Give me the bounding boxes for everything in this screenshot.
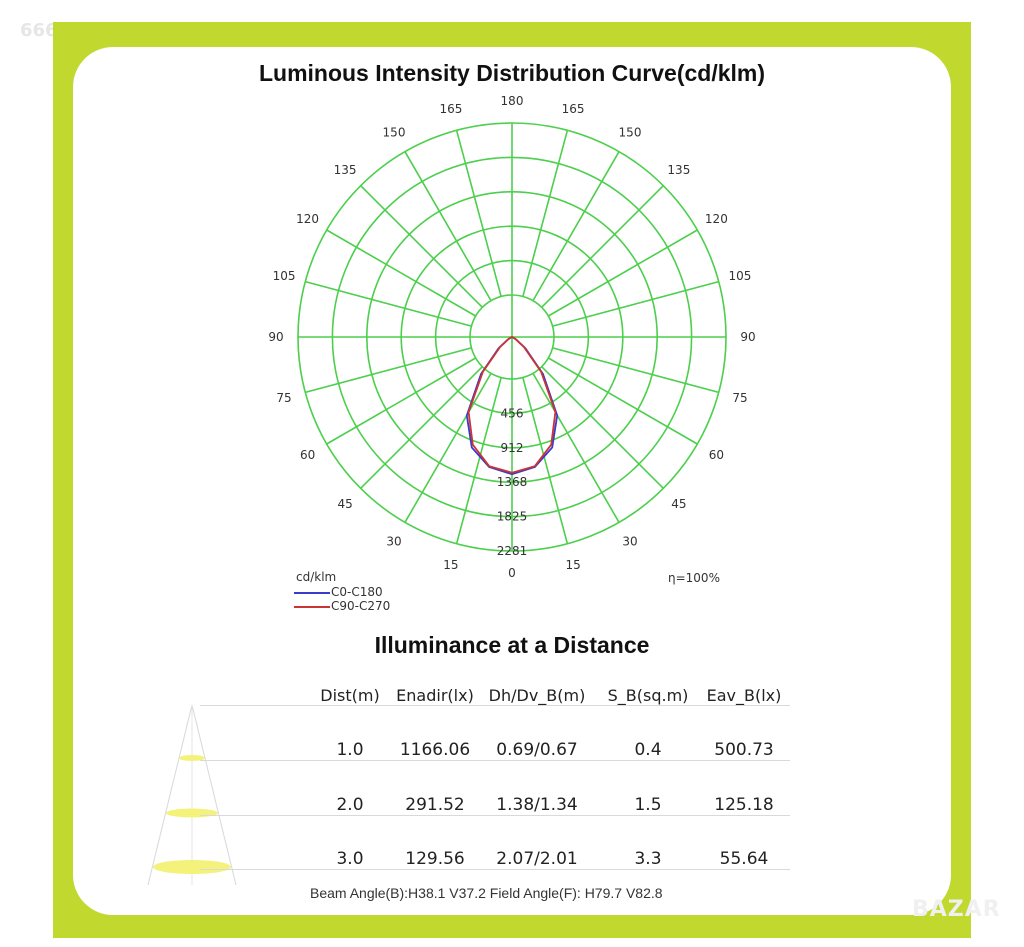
efficiency-label: η=100% — [668, 571, 720, 585]
table-cell: 0.4 — [634, 740, 662, 760]
angle-label: 15 — [565, 558, 580, 572]
beam-spot-1m — [179, 755, 205, 761]
legend-label-c0-c180: C0-C180 — [331, 585, 383, 599]
polar-grid — [297, 122, 727, 552]
grid-spoke — [547, 229, 698, 317]
grid-spoke — [360, 366, 483, 489]
angle-label: 120 — [705, 212, 728, 226]
table-cell: 3.0 — [336, 849, 364, 869]
angle-label: 150 — [383, 126, 406, 140]
beam-cone-illustration — [147, 704, 237, 886]
angle-label: 75 — [732, 391, 747, 405]
angle-label: 150 — [619, 126, 642, 140]
grid-spoke — [404, 372, 492, 523]
legend-swatch-c90-c270 — [294, 606, 330, 608]
grid-spoke — [455, 130, 502, 297]
angle-label: 105 — [729, 269, 752, 283]
watermark-logo: BAZAR — [912, 897, 1001, 922]
table-cell: 3.3 — [634, 849, 662, 869]
legend-unit: cd/klm — [296, 570, 337, 584]
grid-spoke — [305, 280, 472, 327]
grid-spoke — [455, 377, 502, 544]
grid-spoke — [404, 151, 492, 302]
chart-title: Luminous Intensity Distribution Curve(cd… — [258, 60, 766, 86]
legend-swatch-c0-c180 — [294, 592, 330, 594]
series-curve-c90-c270 — [467, 336, 557, 474]
table-title: Illuminance at a Distance — [374, 632, 650, 658]
grid-spoke — [541, 366, 664, 489]
table-cell: 291.52 — [405, 795, 465, 815]
angle-label: 105 — [273, 269, 296, 283]
grid-spoke — [541, 185, 664, 308]
row-divider — [200, 815, 790, 816]
angle-label: 180 — [501, 94, 524, 108]
row-divider — [200, 869, 790, 870]
table-cell: 55.64 — [719, 849, 769, 869]
angle-label: 60 — [709, 448, 724, 462]
table-cell: 125.18 — [714, 795, 774, 815]
radial-tick-label: 2281 — [497, 544, 528, 558]
grid-spoke — [532, 372, 620, 523]
row-divider — [200, 760, 790, 761]
beam-spot-3m — [153, 860, 231, 874]
grid-spoke — [522, 377, 569, 544]
radial-tick-label: 1825 — [497, 510, 528, 524]
beam-angle-footer: Beam Angle(B):H38.1 V37.2 Field Angle(F)… — [310, 885, 663, 901]
table-cell: 500.73 — [714, 740, 774, 760]
grid-spoke — [522, 130, 569, 297]
grid-spoke — [532, 151, 620, 302]
grid-spoke — [326, 357, 477, 445]
column-header-enadir: Enadir(lx) — [396, 686, 474, 705]
cone-edge-right — [191, 704, 237, 886]
angle-label: 45 — [337, 497, 352, 511]
angle-label: 30 — [386, 534, 401, 548]
column-header-s-b: S_B(sq.m) — [607, 686, 689, 705]
angle-label: 135 — [667, 163, 690, 177]
legend-label-c90-c270: C90-C270 — [331, 599, 391, 613]
grid-spoke — [552, 347, 719, 394]
table-cell: 1.5 — [634, 795, 662, 815]
grid-spoke — [305, 347, 472, 394]
header-divider — [200, 705, 790, 706]
table-cell: 1166.06 — [399, 740, 471, 760]
radial-labels: 456 912 1368 1825 2281 — [497, 406, 528, 558]
cone-edge-left — [147, 704, 193, 886]
angle-label: 90 — [740, 330, 755, 344]
table-cell: 2.0 — [336, 795, 364, 815]
table-cell: 1.38/1.34 — [496, 795, 578, 815]
radial-tick-label: 1368 — [497, 475, 528, 489]
beam-spot-2m — [166, 808, 218, 818]
angle-label: 15 — [443, 558, 458, 572]
angle-label: 75 — [276, 391, 291, 405]
angle-label: 90 — [268, 330, 283, 344]
grid-spoke — [547, 357, 698, 445]
angle-label: 165 — [439, 102, 462, 116]
series-curves — [465, 336, 559, 476]
angle-label: 135 — [334, 163, 357, 177]
grid-spoke — [326, 229, 477, 317]
grid-spoke — [552, 280, 719, 327]
table-cell: 129.56 — [405, 849, 465, 869]
radial-tick-label: 456 — [501, 406, 524, 420]
column-header-eav-b: Eav_B(lx) — [706, 686, 782, 705]
column-header-dh-dv: Dh/Dv_B(m) — [488, 686, 586, 705]
table-cell: 1.0 — [336, 740, 364, 760]
angle-label: 120 — [296, 212, 319, 226]
table-cell: 2.07/2.01 — [496, 849, 578, 869]
angle-label: 30 — [622, 534, 637, 548]
angle-label: 165 — [562, 102, 585, 116]
grid-spoke — [360, 185, 483, 308]
radial-tick-label: 912 — [501, 441, 524, 455]
angle-label: 0 — [508, 566, 516, 580]
column-header-dist: Dist(m) — [320, 686, 380, 705]
angle-label: 60 — [300, 448, 315, 462]
table-cell: 0.69/0.67 — [496, 740, 578, 760]
angle-labels: 0 15 15 30 30 45 45 60 60 75 75 90 90 105 105 120 120 135… — [268, 94, 755, 580]
corner-mark: 666 — [20, 20, 58, 41]
angle-label: 45 — [671, 497, 686, 511]
